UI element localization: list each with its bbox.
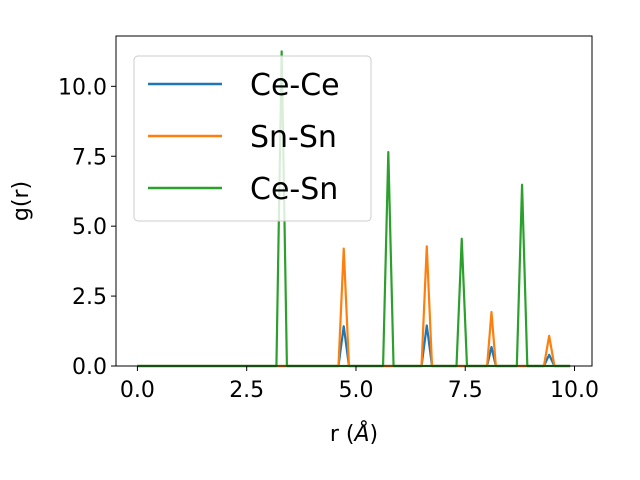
x-axis-label: r (Å) (330, 420, 378, 447)
series-line-ce-ce (137, 324, 571, 368)
series-line-sn-sn (137, 245, 571, 368)
y-tick-label: 2.5 (72, 285, 107, 310)
x-tick-label: 10.0 (550, 378, 599, 403)
y-tick-label: 0.0 (72, 355, 107, 380)
x-tick-label: 5.0 (338, 378, 373, 403)
x-tick-label: 2.5 (229, 378, 264, 403)
legend-label-ce-ce: Ce-Ce (250, 68, 340, 103)
legend-box (133, 55, 372, 222)
legend: Ce-Ce Sn-Sn Ce-Sn (133, 55, 372, 222)
y-tick-label: 10.0 (58, 75, 107, 100)
legend-label-ce-sn: Ce-Sn (250, 172, 338, 207)
y-axis-label: g(r) (9, 181, 34, 221)
x-tick-label: 0.0 (120, 378, 155, 403)
y-tick-label: 5.0 (72, 215, 107, 240)
x-tick-label: 7.5 (448, 378, 483, 403)
axes-frame (115, 35, 593, 367)
y-axis: 0.0 2.5 5.0 7.5 10.0 (58, 75, 116, 380)
y-tick-label: 7.5 (72, 145, 107, 170)
x-axis: 0.0 2.5 5.0 7.5 10.0 (120, 366, 599, 403)
legend-label-sn-sn: Sn-Sn (250, 120, 337, 155)
